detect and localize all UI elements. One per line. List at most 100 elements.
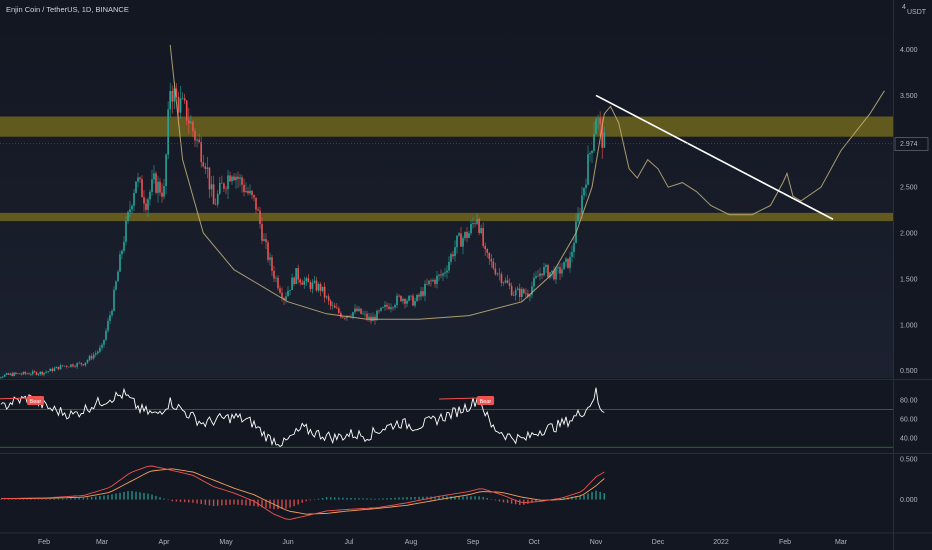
bear-candle	[430, 280, 432, 282]
macd-histogram-bar	[30, 499, 32, 500]
macd-histogram-bar	[103, 495, 105, 500]
bear-candle	[523, 289, 525, 294]
macd-histogram-bar	[249, 499, 251, 506]
bear-tag-badge	[27, 396, 45, 406]
macd-histogram-bar	[253, 499, 255, 507]
macd-histogram-bar	[535, 499, 537, 502]
bear-candle	[418, 294, 420, 297]
macd-histogram-bar	[237, 499, 239, 505]
macd-histogram-bar	[338, 497, 340, 500]
time-tick-label: Mar	[96, 539, 109, 546]
bull-candle	[496, 273, 499, 275]
bear-candle	[20, 374, 23, 375]
bull-candle	[157, 181, 159, 193]
bull-candle	[591, 150, 593, 154]
time-tick-label: Apr	[159, 539, 171, 546]
bull-candle	[368, 316, 370, 319]
macd-histogram-bar	[167, 499, 169, 501]
macd-histogram-bar	[398, 497, 400, 500]
macd-histogram-bar	[74, 498, 76, 500]
bull-candle	[438, 274, 440, 276]
bull-candle	[275, 277, 277, 279]
macd-histogram-bar	[11, 499, 13, 500]
bear-candle	[171, 91, 174, 102]
bear-candle	[422, 291, 424, 296]
bear-candle	[61, 365, 64, 367]
macd-histogram-bar	[563, 497, 565, 500]
bear-tag-label: Bear	[480, 399, 492, 405]
bull-candle	[70, 364, 72, 367]
bear-candle	[512, 295, 515, 296]
rsi-pane[interactable]: Bear Bear	[0, 379, 932, 448]
bear-candle	[72, 364, 74, 367]
macd-histogram-bar	[200, 499, 202, 505]
symbol-title: Enjin Coin / TetherUS, 1D, BINANCE	[6, 5, 129, 14]
macd-histogram-bar	[402, 497, 404, 500]
cup-forecast-curve	[169, 44, 885, 320]
bull-candle	[119, 254, 121, 272]
macd-histogram-bar	[394, 497, 396, 500]
rsi-line	[0, 387, 605, 447]
macd-histogram-bar	[61, 498, 64, 500]
bull-candle	[113, 289, 115, 311]
macd-histogram-bar	[15, 499, 17, 500]
bull-candle	[545, 265, 547, 267]
macd-histogram-bar	[571, 496, 573, 500]
bull-candle	[103, 339, 105, 345]
bull-candle	[311, 282, 314, 290]
bull-candle	[516, 288, 519, 291]
bull-candle	[92, 354, 95, 359]
macd-pane[interactable]	[0, 453, 932, 520]
bull-candle	[239, 177, 241, 179]
bull-candle	[305, 278, 308, 281]
bear-candle	[315, 280, 318, 291]
bear-candle	[494, 268, 497, 275]
time-tick-label: Dec	[652, 539, 665, 546]
bull-candle	[531, 286, 533, 295]
bull-candle	[535, 275, 537, 278]
macd-tick-label: 0.000	[900, 497, 918, 504]
bear-candle	[506, 280, 509, 284]
bull-candle	[22, 371, 25, 375]
bear-candle	[398, 295, 400, 297]
bear-candle	[490, 258, 493, 262]
bull-candle	[464, 232, 466, 239]
macd-histogram-bar	[458, 496, 460, 500]
macd-histogram-bar	[281, 499, 283, 509]
bull-candle	[414, 301, 416, 306]
price-pane-bg	[0, 22, 893, 378]
macd-histogram-bar	[135, 491, 137, 500]
bear-candle	[175, 88, 178, 97]
macd-histogram-bar	[277, 499, 279, 510]
bull-candle	[454, 247, 456, 257]
macd-histogram-bar	[494, 499, 497, 501]
macd-histogram-bar	[208, 499, 211, 506]
bear-candle	[340, 312, 342, 318]
bear-candle	[155, 173, 157, 193]
bear-candle	[183, 98, 186, 101]
bull-candle	[476, 219, 478, 224]
bull-candle	[364, 313, 366, 315]
macd-histogram-bar	[33, 499, 36, 500]
bear-candle	[194, 131, 196, 141]
macd-histogram-bar	[462, 496, 464, 500]
bear-candle	[508, 283, 511, 286]
macd-histogram-bar	[591, 492, 593, 500]
bear-candle	[484, 246, 486, 250]
time-tick-label: 2022	[713, 539, 729, 546]
bear-candle	[525, 293, 527, 294]
bull-candle	[394, 305, 396, 308]
bear-candle	[265, 239, 267, 243]
bull-candle	[502, 282, 505, 284]
macd-histogram-bar	[486, 498, 488, 500]
bear-candle	[80, 362, 83, 365]
macd-histogram-bar	[45, 499, 47, 500]
bull-candle	[31, 371, 34, 375]
price-pane[interactable]	[0, 22, 893, 380]
bull-candle	[269, 257, 271, 260]
bear-candle	[204, 166, 207, 169]
macd-histogram-bar	[245, 499, 247, 506]
bull-candle	[603, 132, 606, 148]
bear-candle	[192, 121, 194, 132]
